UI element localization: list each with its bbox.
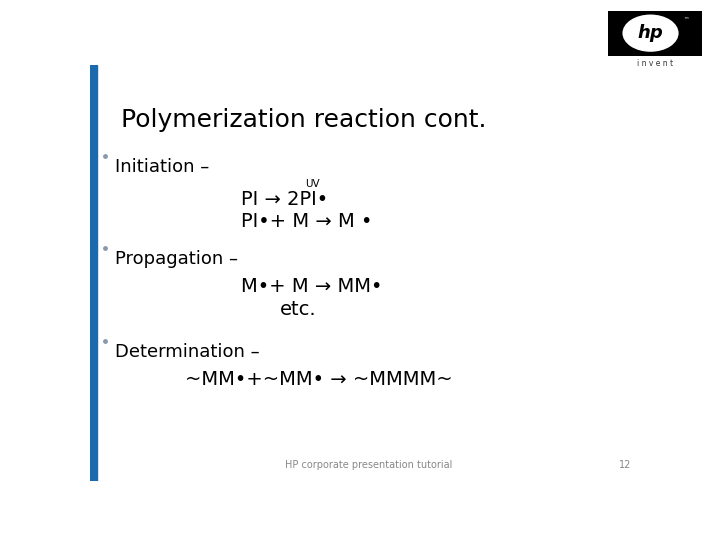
Bar bbox=[608, 11, 702, 56]
Text: Initiation –: Initiation – bbox=[115, 158, 210, 177]
Text: Determination –: Determination – bbox=[115, 343, 260, 361]
Text: UV: UV bbox=[305, 179, 320, 189]
Bar bbox=[90, 65, 96, 481]
Circle shape bbox=[622, 15, 679, 52]
Text: PI•+ M → M •: PI•+ M → M • bbox=[240, 212, 372, 232]
Text: Propagation –: Propagation – bbox=[115, 250, 238, 268]
Text: ~MM•+~MM• → ~MMMM~: ~MM•+~MM• → ~MMMM~ bbox=[185, 370, 452, 389]
Text: ™: ™ bbox=[683, 18, 689, 23]
Text: M•+ M → MM•: M•+ M → MM• bbox=[240, 277, 382, 296]
Text: PI → 2PI•: PI → 2PI• bbox=[240, 190, 328, 208]
Text: 12: 12 bbox=[619, 460, 631, 470]
Text: Polymerization reaction cont.: Polymerization reaction cont. bbox=[121, 109, 486, 132]
Text: HP corporate presentation tutorial: HP corporate presentation tutorial bbox=[285, 460, 453, 470]
Text: hp: hp bbox=[638, 24, 663, 42]
Text: etc.: etc. bbox=[280, 300, 316, 319]
Text: i n v e n t: i n v e n t bbox=[637, 59, 673, 68]
